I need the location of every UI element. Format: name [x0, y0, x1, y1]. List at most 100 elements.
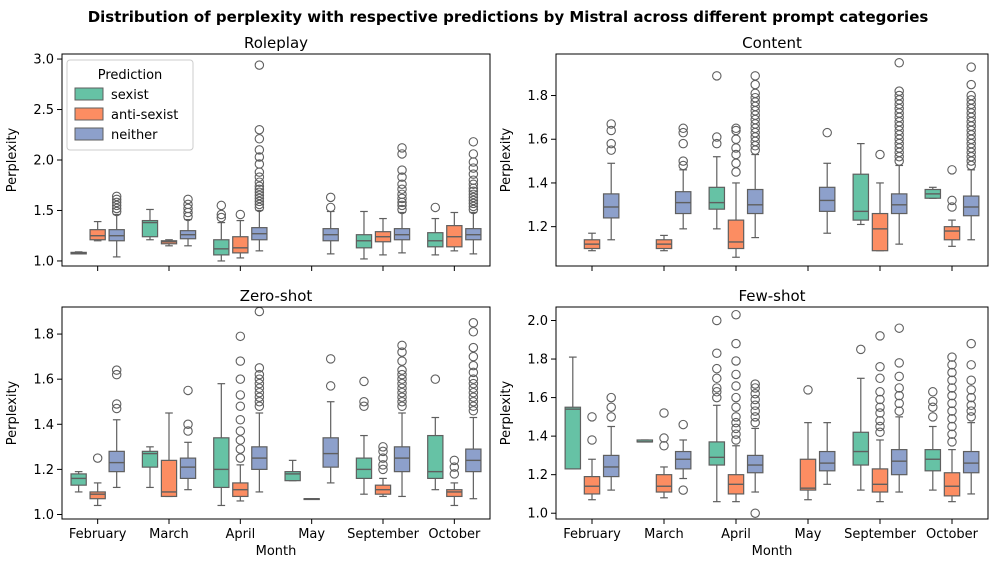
flier [254, 181, 265, 191]
flier [254, 124, 265, 135]
flier [468, 342, 479, 353]
flier [468, 327, 479, 337]
flier [468, 137, 479, 147]
box-iqr [943, 226, 961, 241]
flier [894, 323, 904, 333]
box-iqr [284, 471, 301, 482]
box-zero-shot-may-anti-sexist [303, 498, 320, 501]
box-few-shot-october-sexist [924, 387, 942, 491]
flier [947, 202, 957, 212]
xtick-label-september: September [844, 527, 917, 542]
box-content-march-anti-sexist [655, 234, 673, 252]
flier [966, 90, 976, 101]
flier [894, 358, 904, 368]
flier [254, 60, 265, 70]
box-few-shot-september-anti-sexist [871, 331, 889, 503]
box-zero-shot-october-anti-sexist [446, 455, 463, 507]
box-roleplay-february-sexist [70, 251, 87, 255]
flier [856, 344, 866, 355]
flier [397, 378, 407, 389]
box-roleplay-march-anti-sexist [160, 239, 178, 247]
flier [587, 412, 597, 422]
flier [216, 212, 227, 223]
box-iqr [746, 454, 764, 474]
box-content-september-neither [890, 57, 908, 245]
flier [875, 387, 885, 397]
flier [254, 202, 265, 213]
flier [430, 202, 441, 213]
flier [468, 351, 479, 362]
legend-label-anti-sexist: anti-sexist [111, 108, 178, 123]
flier [254, 387, 265, 398]
flier [254, 196, 265, 207]
xlabel-few-shot: Month [752, 544, 793, 559]
box-zero-shot-september-anti-sexist [374, 442, 392, 498]
flier [235, 401, 246, 411]
flier [183, 419, 193, 430]
box-zero-shot-march-neither [179, 385, 197, 491]
flier [966, 392, 976, 403]
flier [254, 401, 265, 411]
flier [928, 387, 938, 397]
flier [659, 433, 669, 443]
box-iqr [355, 457, 373, 480]
flier [111, 369, 122, 380]
flier [947, 165, 957, 175]
flier [397, 365, 407, 375]
flier [894, 371, 904, 382]
flier [468, 392, 479, 402]
box-iqr [89, 229, 106, 241]
flier [325, 202, 336, 213]
flier [875, 427, 885, 438]
box-iqr [322, 437, 339, 468]
box-few-shot-march-neither [674, 419, 692, 495]
flier [468, 149, 479, 159]
xtick-label-april: April [721, 527, 751, 542]
flier [606, 138, 616, 149]
flier [875, 408, 885, 418]
box-iqr [727, 219, 745, 250]
box-iqr [232, 236, 249, 254]
box-content-september-anti-sexist [871, 149, 889, 252]
xlabel-zero-shot: Month [256, 544, 297, 559]
box-iqr [108, 450, 125, 473]
box-content-march-neither [674, 123, 692, 230]
flier [378, 446, 388, 457]
ytick-label-few-shot: 1.0 [527, 507, 548, 522]
flier [750, 383, 760, 393]
axes-frame-zero-shot [61, 306, 491, 520]
flier [587, 435, 597, 445]
flier [111, 206, 122, 217]
axes-frame-roleplay [61, 53, 491, 267]
box-roleplay-september-anti-sexist [374, 217, 392, 256]
flier [254, 184, 265, 195]
flier [111, 365, 122, 375]
xtick-label-february: February [563, 527, 621, 542]
flier [397, 401, 407, 411]
flier [254, 145, 265, 155]
flier [359, 401, 369, 411]
box-iqr [674, 450, 692, 470]
flier [731, 417, 741, 428]
flier [397, 200, 407, 211]
flier [966, 406, 976, 416]
flier [468, 387, 479, 398]
flier [731, 423, 741, 434]
box-content-april-sexist [708, 71, 726, 230]
flier [378, 453, 388, 463]
flier [875, 331, 885, 341]
flier [731, 369, 741, 380]
flier [966, 79, 976, 90]
flier [947, 406, 957, 416]
flier [254, 193, 265, 204]
box-few-shot-may-anti-sexist [799, 385, 817, 501]
axes-frame-few-shot [555, 306, 989, 520]
ytick-label-roleplay: 2.0 [33, 154, 54, 169]
ytick-label-few-shot: 1.4 [527, 430, 548, 445]
xtick-label-march: March [644, 527, 684, 542]
flier [731, 356, 741, 366]
flier [254, 383, 265, 393]
box-zero-shot-september-sexist [355, 376, 373, 495]
flier [947, 414, 957, 424]
